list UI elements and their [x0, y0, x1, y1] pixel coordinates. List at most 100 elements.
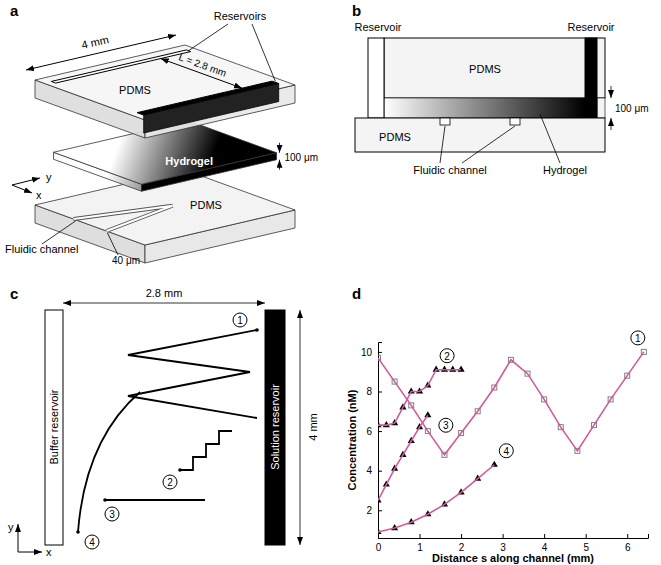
reservoir-label: Buffer reservoir — [48, 389, 60, 464]
series-label-circle — [439, 418, 453, 432]
data-point — [458, 366, 465, 372]
y-tick-label: 8 — [366, 386, 372, 397]
channel-label: 2 — [167, 477, 173, 488]
series-line — [378, 415, 428, 500]
axis-arrow — [12, 178, 40, 185]
panel-c: cBuffer reservoirSolution reservoir2.8 m… — [8, 285, 319, 558]
x-tick: 3 — [500, 534, 506, 553]
material-label: PDMS — [190, 199, 222, 211]
fluidic-channel-inner — [74, 206, 173, 231]
pdms-edge — [597, 98, 605, 118]
x-tick: 2 — [459, 534, 465, 553]
y-tick-mark — [378, 510, 382, 511]
channel-label-circle — [105, 507, 119, 521]
series-line — [378, 465, 494, 532]
y-tick: 8 — [366, 386, 382, 397]
reservoir-label: Solution reservoir — [269, 384, 281, 470]
data-point — [449, 366, 456, 372]
x-tick: 4 — [542, 534, 548, 553]
axis-arrow — [18, 524, 19, 552]
panel-letter: a — [10, 2, 19, 19]
y-axis-title: Concentration (nM) — [346, 389, 358, 490]
bottom-pdms — [355, 118, 605, 152]
series-line — [378, 370, 461, 425]
y-tick: 6 — [366, 426, 382, 437]
y-axis: 2 4 6 8 10 — [361, 343, 382, 539]
callout-line — [108, 233, 119, 255]
dimension-label: 4 mm — [80, 33, 110, 51]
channel-path — [128, 330, 257, 418]
callout-line — [42, 221, 76, 244]
y-axis-line — [379, 343, 383, 539]
x-axis-line — [379, 534, 649, 539]
panel-letter: c — [10, 285, 18, 302]
material-label: Hydrogel — [165, 155, 213, 167]
x-tick-mark — [586, 534, 587, 538]
plot-marks — [378, 349, 646, 534]
panel-b: bReservoirReservoir100 μmPDMSPDMSFluidic… — [352, 2, 649, 176]
panel-letter: d — [352, 285, 361, 302]
fluidic-channel — [440, 118, 450, 125]
channel-label-circle — [233, 313, 247, 327]
y-tick-label: 10 — [361, 347, 373, 358]
callout-label: Reservoir — [354, 21, 401, 33]
channel-path — [105, 499, 205, 501]
channel-start — [103, 498, 107, 502]
y-tick-mark — [378, 391, 382, 392]
series-label: 1 — [635, 333, 641, 344]
y-tick-mark — [378, 471, 382, 472]
series-label: 2 — [444, 351, 450, 362]
x-axis-title: Distance s along channel (mm) — [432, 552, 594, 564]
thickness-arrow — [279, 160, 280, 170]
channel-path — [78, 392, 140, 532]
y-tick-mark — [378, 352, 382, 353]
series-label-circle — [631, 331, 645, 345]
top-pdms-top-face — [35, 45, 295, 120]
axis-arrow — [18, 552, 42, 553]
axis-label: x — [46, 546, 52, 558]
callout-label: Reservoir — [567, 21, 614, 33]
x-axis: 0123456 — [376, 534, 649, 553]
channel-label: 4 — [89, 537, 95, 548]
y-tick: 10 — [361, 347, 382, 358]
dimension-label: 4 mm — [307, 413, 319, 441]
series-label-circle — [440, 349, 454, 363]
y-tick-label: 4 — [366, 465, 372, 476]
hydrogel — [384, 98, 585, 118]
x-tick: 6 — [625, 534, 631, 553]
y-tick: 2 — [366, 505, 382, 516]
series-label: 4 — [504, 446, 510, 457]
channel-start — [178, 468, 182, 472]
dimension-label: 100 μm — [285, 152, 319, 163]
y-tick: 4 — [366, 465, 382, 476]
figure: a4 mmL = 2.8 mmReservoirsPDMSHydrogel100… — [0, 0, 661, 565]
channel-path — [180, 431, 232, 470]
fluidic-channel — [74, 206, 173, 231]
data-point — [378, 421, 382, 427]
callout-line — [462, 126, 515, 163]
x-tick-label: 1 — [417, 542, 423, 553]
channel-start — [255, 328, 259, 332]
callout-label: Reservoirs — [214, 10, 267, 22]
buffer-reservoir — [45, 310, 63, 545]
axis-label: y — [8, 521, 14, 533]
x-tick-mark — [461, 534, 462, 538]
series-label-circle — [499, 444, 513, 458]
x-tick-mark — [627, 534, 628, 538]
axis-label: y — [46, 171, 52, 183]
thickness-arrow — [611, 86, 612, 98]
callout-line — [540, 114, 560, 163]
y-tick-label: 2 — [366, 505, 372, 516]
channel-label: 3 — [109, 509, 115, 520]
data-point — [441, 366, 448, 372]
material-label: PDMS — [119, 84, 151, 96]
axis-arrow — [12, 185, 32, 193]
dimension-label: 100 μm — [615, 103, 649, 114]
channel-label-circle — [163, 475, 177, 489]
buffer-reservoir — [51, 50, 190, 83]
x-tick-mark — [503, 534, 504, 538]
callout-line — [440, 126, 445, 163]
panel-d: d0123456246810Distance s along channel (… — [346, 285, 649, 564]
top-pdms — [384, 38, 605, 98]
callout-line — [252, 24, 275, 81]
